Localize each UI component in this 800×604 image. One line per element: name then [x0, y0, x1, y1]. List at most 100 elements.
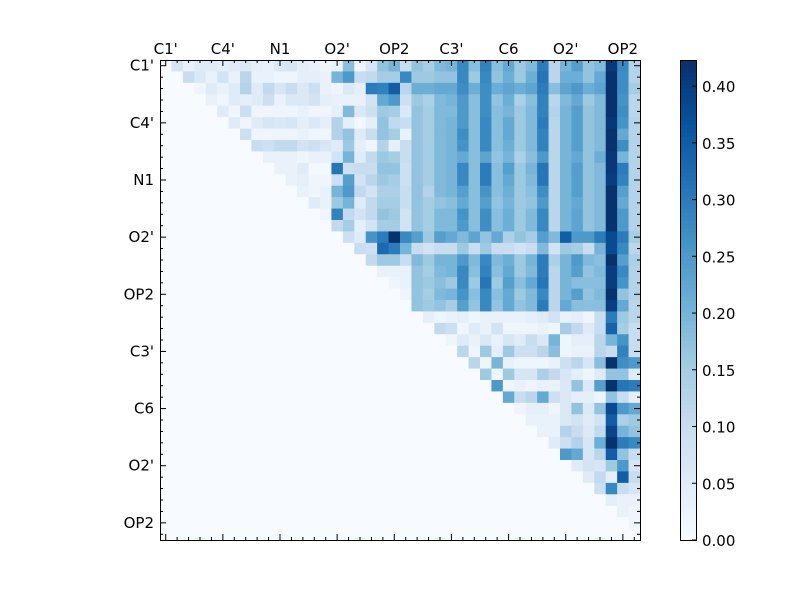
heatmap-cell [297, 448, 310, 461]
heatmap-cell [628, 105, 641, 118]
heatmap-cell [274, 265, 287, 278]
heatmap-cell [525, 82, 538, 95]
colorbar-segment [680, 164, 696, 169]
heatmap-cell [434, 345, 447, 358]
heatmap-cell [171, 402, 184, 415]
heatmap-cell [582, 140, 595, 153]
heatmap-cell [491, 517, 504, 530]
colorbar-segment [680, 116, 696, 121]
heatmap-cell [365, 437, 378, 450]
heatmap-cell [182, 414, 195, 427]
colorbar-segment [680, 292, 696, 297]
colorbar-segment [680, 64, 696, 69]
heatmap-cell [617, 334, 630, 347]
heatmap-cell [514, 277, 527, 290]
heatmap-cell [388, 151, 401, 164]
heatmap-cell [480, 368, 493, 381]
x-tick-label: C3' [439, 40, 463, 58]
colorbar-segment [680, 196, 696, 201]
heatmap-cell [171, 505, 184, 518]
colorbar-segment [680, 320, 696, 325]
heatmap-cell [285, 482, 298, 495]
heatmap-cell [548, 425, 561, 438]
heatmap-cell [160, 345, 173, 358]
heatmap-cell [628, 437, 641, 450]
heatmap-cell [205, 517, 218, 530]
colorbar-segment [680, 412, 696, 417]
heatmap-cell [182, 482, 195, 495]
heatmap-cell [240, 437, 253, 450]
heatmap-cell [377, 231, 390, 244]
heatmap-cell [354, 277, 367, 290]
heatmap-cell [411, 162, 424, 175]
heatmap-cell [605, 437, 618, 450]
heatmap-cell [182, 368, 195, 381]
heatmap-cell [205, 345, 218, 358]
heatmap-cell [468, 300, 481, 313]
heatmap-cell [445, 391, 458, 404]
heatmap-cell [502, 277, 515, 290]
heatmap-cell [320, 71, 333, 84]
heatmap-cell [594, 505, 607, 518]
heatmap-cell [502, 288, 515, 301]
heatmap-cell [342, 231, 355, 244]
heatmap-cell [445, 460, 458, 473]
heatmap-cell [274, 448, 287, 461]
heatmap-cell [548, 197, 561, 210]
heatmap-cell [502, 380, 515, 393]
colorbar-segment [680, 472, 696, 477]
heatmap-cell [480, 505, 493, 518]
heatmap-cell [502, 482, 515, 495]
heatmap-cell [228, 82, 241, 95]
heatmap-cell [434, 277, 447, 290]
heatmap-cell [617, 197, 630, 210]
heatmap-cell [422, 105, 435, 118]
heatmap-cell [251, 220, 264, 233]
heatmap-cell [468, 162, 481, 175]
heatmap-cell [240, 448, 253, 461]
heatmap-cell [308, 391, 321, 404]
heatmap-cell [502, 391, 515, 404]
colorbar-segment [680, 444, 696, 449]
heatmap-cell [274, 231, 287, 244]
heatmap-cell [262, 105, 275, 118]
heatmap-cell [171, 345, 184, 358]
heatmap-cell [582, 357, 595, 370]
heatmap-cell [582, 174, 595, 187]
heatmap-cell [491, 82, 504, 95]
heatmap-cell [240, 345, 253, 358]
heatmap-cell [605, 185, 618, 198]
heatmap-cell [342, 60, 355, 73]
heatmap-cell [285, 71, 298, 84]
heatmap-cell [377, 448, 390, 461]
heatmap-cell [605, 334, 618, 347]
heatmap-cell [617, 140, 630, 153]
heatmap-cell [331, 402, 344, 415]
heatmap-cell [537, 242, 550, 255]
heatmap-cell [297, 94, 310, 107]
heatmap-cell [354, 334, 367, 347]
heatmap-cell [171, 105, 184, 118]
heatmap-cell [297, 322, 310, 335]
heatmap-cell [445, 162, 458, 175]
heatmap-cell [217, 185, 230, 198]
heatmap-cell [422, 162, 435, 175]
heatmap-cell [297, 528, 310, 541]
heatmap-cell [548, 322, 561, 335]
heatmap-cell [594, 357, 607, 370]
heatmap-cell [240, 425, 253, 438]
heatmap-cell [594, 60, 607, 73]
heatmap-cell [240, 231, 253, 244]
heatmap-cell [468, 254, 481, 267]
heatmap-cell [342, 334, 355, 347]
heatmap-cell [480, 185, 493, 198]
heatmap-cell [605, 60, 618, 73]
heatmap-cell [388, 94, 401, 107]
heatmap-cell [331, 300, 344, 313]
heatmap-cell [205, 254, 218, 267]
heatmap-cell [514, 517, 527, 530]
heatmap-cell [525, 448, 538, 461]
heatmap-cell [514, 265, 527, 278]
heatmap-cell [605, 425, 618, 438]
heatmap-cell [502, 357, 515, 370]
